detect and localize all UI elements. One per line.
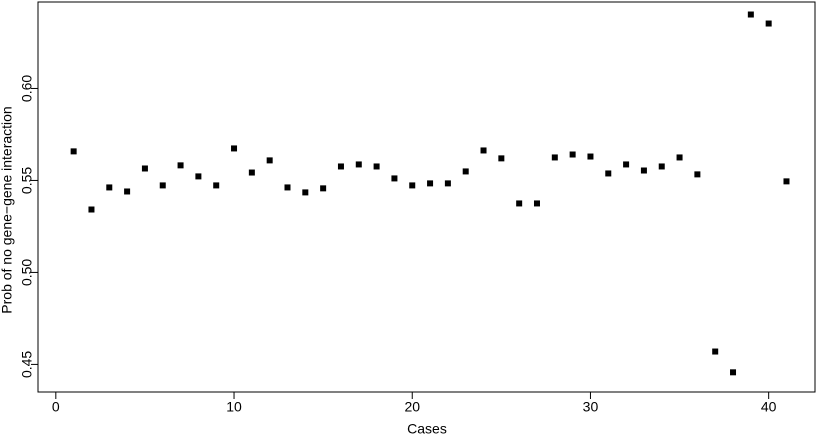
point: [391, 175, 398, 182]
point: [747, 11, 754, 18]
point: [658, 163, 665, 170]
point: [783, 178, 790, 185]
point: [516, 200, 523, 207]
point: [409, 182, 416, 189]
point: [266, 157, 273, 164]
point: [605, 170, 612, 177]
point: [231, 145, 238, 152]
x-tick-label: 40: [761, 399, 777, 415]
point: [444, 180, 451, 187]
point: [213, 182, 220, 189]
point: [498, 155, 505, 162]
point: [141, 165, 148, 172]
point: [427, 180, 434, 187]
x-tick-label: 10: [226, 399, 242, 415]
point: [320, 185, 327, 192]
point: [355, 161, 362, 168]
point: [88, 206, 95, 213]
point: [462, 168, 469, 175]
x-axis-label: Cases: [407, 421, 447, 436]
x-tick-label: 30: [583, 399, 599, 415]
point: [373, 163, 380, 170]
point: [177, 162, 184, 169]
y-tick-label: 0.55: [19, 167, 35, 194]
point: [640, 167, 647, 174]
point: [302, 189, 309, 196]
point: [337, 163, 344, 170]
point: [623, 161, 630, 168]
plot-frame: [37, 1, 816, 393]
x-tick-label: 0: [52, 399, 60, 415]
point: [694, 171, 701, 178]
point: [765, 20, 772, 27]
point: [551, 154, 558, 161]
y-tick-label: 0.60: [19, 75, 35, 102]
point: [587, 153, 594, 160]
y-tick-label: 0.45: [19, 351, 35, 378]
y-tick-label: 0.50: [19, 259, 35, 286]
point: [70, 148, 77, 155]
point: [712, 348, 719, 355]
point: [248, 169, 255, 176]
point: [284, 184, 291, 191]
point: [195, 173, 202, 180]
x-tick-label: 20: [404, 399, 420, 415]
point: [159, 182, 166, 189]
point: [533, 200, 540, 207]
y-axis-label: Prob of no gene−gene interaction: [0, 106, 15, 313]
point: [676, 154, 683, 161]
point: [569, 151, 576, 158]
point: [124, 188, 131, 195]
point: [730, 369, 737, 376]
point: [106, 184, 113, 191]
point: [480, 147, 487, 154]
